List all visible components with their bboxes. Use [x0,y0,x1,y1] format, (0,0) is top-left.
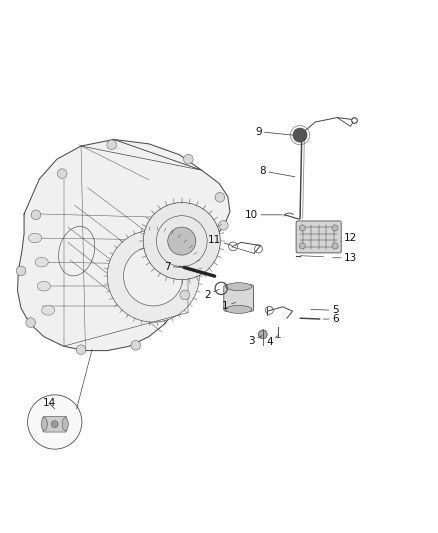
Circle shape [168,227,196,255]
Circle shape [143,203,220,280]
Circle shape [184,155,193,164]
Text: 6: 6 [323,314,339,324]
Ellipse shape [37,281,50,291]
Text: 4: 4 [266,336,278,347]
Text: 12: 12 [341,233,357,243]
Circle shape [107,230,199,322]
Text: 3: 3 [248,336,262,346]
Text: 5: 5 [311,305,339,316]
Circle shape [215,192,225,202]
Ellipse shape [41,418,47,431]
Circle shape [57,169,67,179]
Text: 9: 9 [255,127,293,136]
Ellipse shape [226,305,252,313]
Text: 8: 8 [259,166,295,177]
Circle shape [332,243,338,249]
Ellipse shape [28,233,42,243]
FancyBboxPatch shape [296,221,341,253]
Circle shape [293,128,307,142]
Circle shape [28,395,82,449]
Circle shape [51,421,58,427]
Text: 10: 10 [245,210,283,220]
Circle shape [299,243,305,249]
Text: 7: 7 [164,262,182,271]
Circle shape [180,290,190,300]
Ellipse shape [42,305,55,315]
Circle shape [31,210,41,220]
Ellipse shape [62,418,68,431]
Circle shape [107,140,117,150]
Circle shape [299,225,305,231]
Text: 13: 13 [333,253,357,263]
Circle shape [16,266,26,276]
Text: 2: 2 [204,289,219,300]
Ellipse shape [35,257,48,267]
Circle shape [76,345,86,354]
Text: 1: 1 [222,301,236,311]
Ellipse shape [226,282,252,290]
FancyBboxPatch shape [224,285,254,311]
Polygon shape [18,140,230,351]
Circle shape [219,221,228,230]
Circle shape [26,318,35,327]
Circle shape [258,330,267,339]
FancyBboxPatch shape [43,416,67,432]
Circle shape [131,341,141,350]
Circle shape [124,246,183,306]
Circle shape [332,225,338,231]
Text: 14: 14 [42,398,56,409]
Text: 11: 11 [208,235,232,246]
